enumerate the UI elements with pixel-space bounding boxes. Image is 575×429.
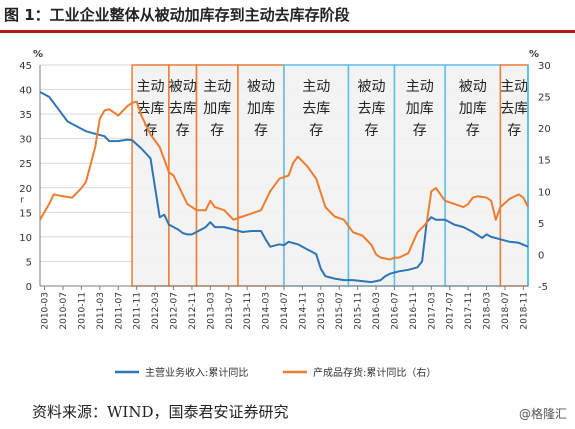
phase-label: 加库	[406, 101, 434, 117]
phase-label: 去库	[136, 101, 164, 117]
phase-label: 去库	[357, 101, 385, 117]
phase-box	[131, 64, 170, 287]
y-right-unit: %	[529, 49, 539, 60]
x-tick-label: 2013-03	[206, 292, 216, 330]
x-tick-label: 2014-07	[280, 292, 290, 330]
phase-label: 主动	[302, 79, 330, 95]
series-line-inventory	[39, 100, 529, 261]
x-tick-label: 2012-07	[170, 292, 180, 330]
x-tick-label: 2017-07	[446, 292, 456, 330]
y-left-tick-label: 30	[19, 135, 32, 146]
y-right-tick-label: 25	[538, 93, 551, 104]
x-tick-label: 2011-07	[114, 292, 124, 330]
y-left-tick-label: 45	[19, 61, 32, 72]
phase-label: 存	[507, 123, 521, 139]
phase-label: 主动	[406, 79, 434, 95]
phase-label: 去库	[169, 101, 197, 117]
y-left-tick-label: 15	[19, 208, 32, 219]
legend-item-revenue-label: 主营业务收入:累计同比	[145, 366, 248, 379]
phase-label: 加库	[459, 101, 487, 117]
x-tick-label: 2013-07	[225, 292, 235, 330]
x-tick-label: 2017-03	[427, 292, 437, 330]
phase-label: 加库	[203, 101, 231, 117]
y-right-tick-label: 15	[538, 156, 551, 167]
x-tick-label: 2016-07	[390, 292, 400, 330]
phase-label: 主动	[203, 79, 231, 95]
y-right-tick-label: -5	[538, 282, 548, 293]
x-tick-label: 2010-03	[41, 292, 51, 330]
axes	[39, 65, 529, 290]
legend-item-inventory-label: 产成品存货:累计同比（右）	[313, 366, 436, 379]
x-tick-label: 2017-11	[464, 292, 474, 330]
footer: 资料来源：WIND，国泰君安证券研究 @格隆汇	[0, 395, 575, 429]
phase-box	[237, 64, 285, 287]
phase-label: 主动	[136, 79, 164, 95]
source-note: 资料来源：WIND，国泰君安证券研究	[32, 403, 289, 421]
phase-label: 主动	[500, 79, 528, 95]
chart: 主动去库存被动去库存主动加库存被动加库存主动去库存被动去库存主动加库存被动加库存…	[19, 49, 550, 379]
y-left-tick-label: 35	[19, 110, 32, 121]
y-right-tick-label: 5	[538, 219, 544, 230]
phase-box	[444, 64, 502, 287]
y-right-tick-label: 20	[538, 124, 551, 135]
phase-label: 存	[210, 123, 224, 139]
phase-box	[283, 64, 350, 287]
phase-label: 被动	[247, 79, 275, 95]
y-right-tick-label: 10	[538, 187, 551, 198]
x-tick-label: 2013-11	[243, 292, 253, 330]
watermark: @格隆汇	[518, 407, 567, 421]
figure-title: 图 1：工业企业整体从被动加库存到主动去库存阶段	[4, 6, 350, 24]
phase-label: 存	[254, 123, 268, 139]
x-tick-label: 2011-11	[133, 292, 143, 330]
y-right-tick-label: 0	[538, 250, 544, 261]
x-tick-label: 2015-03	[317, 292, 327, 330]
x-tick-label: 2012-11	[188, 292, 198, 330]
phase-label: 去库	[302, 101, 330, 117]
x-tick-label: 2018-03	[483, 292, 493, 330]
phase-label: 被动	[169, 79, 197, 95]
y-left-unit: %	[33, 49, 43, 60]
y-left-tick-label: 40	[19, 86, 32, 97]
y-left-marker: r	[20, 196, 24, 206]
x-tick-label: 2016-03	[372, 292, 382, 330]
phase-boxes: 主动去库存被动去库存主动加库存被动加库存主动去库存被动去库存主动加库存被动加库存…	[131, 64, 529, 287]
x-tick-label: 2010-07	[59, 292, 69, 330]
phase-label: 加库	[247, 101, 275, 117]
x-tick-label: 2010-11	[77, 292, 87, 330]
y-left-tick-label: 25	[19, 159, 32, 170]
x-tick-label: 2016-11	[409, 292, 419, 330]
x-tick-label: 2012-03	[151, 292, 161, 330]
phase-box	[393, 64, 446, 287]
x-tick-label: 2018-07	[501, 292, 511, 330]
y-left-tick-label: 0	[26, 282, 32, 293]
x-tick-label: 2015-11	[354, 292, 364, 330]
phase-label: 被动	[357, 79, 385, 95]
phase-label: 存	[413, 123, 427, 139]
y-left-tick-label: 10	[19, 233, 32, 244]
y-right-tick-label: 30	[538, 61, 551, 72]
phase-box	[499, 64, 529, 287]
title-rule	[0, 30, 575, 33]
x-tick-label: 2011-03	[96, 292, 106, 330]
x-tick-label: 2015-07	[335, 292, 345, 330]
phase-label: 存	[364, 123, 378, 139]
phase-label: 存	[309, 123, 323, 139]
phase-box	[168, 64, 198, 287]
tick-labels: 0 5 10 15 20 25 30 35 40 45 -5 0 5 10 15 20 25 30% % r 2010-…	[19, 49, 550, 330]
phase-label: 存	[466, 123, 480, 139]
series-line-revenue	[39, 91, 529, 284]
phase-box	[195, 64, 239, 287]
legend: 主营业务收入:累计同比 产成品存货:累计同比（右）	[115, 366, 436, 379]
y-left-tick-label: 5	[26, 257, 32, 268]
phase-label: 存	[176, 123, 190, 139]
x-tick-label: 2018-11	[519, 292, 529, 330]
phase-label: 被动	[459, 79, 487, 95]
series-lines	[39, 91, 529, 284]
y-left-tick-label: 20	[19, 184, 32, 195]
x-tick-label: 2014-03	[262, 292, 272, 330]
phase-box	[347, 64, 396, 287]
x-tick-label: 2014-11	[298, 292, 308, 330]
phase-label: 去库	[500, 101, 528, 117]
